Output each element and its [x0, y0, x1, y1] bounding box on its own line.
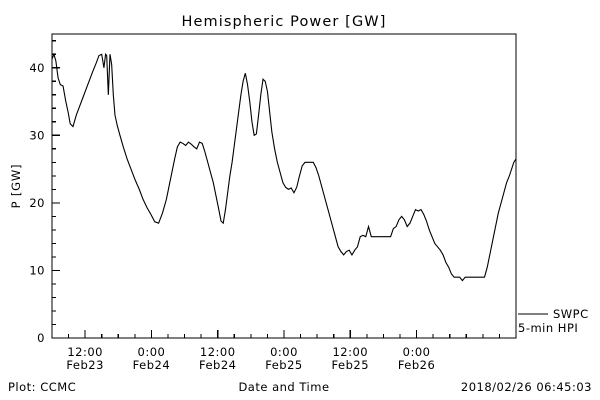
x-tick-label-date: Feb26: [398, 358, 436, 372]
data-series-swpc-5min-hpi: [51, 52, 517, 282]
legend: SWPC 5-min HPI: [518, 307, 589, 335]
x-axis-ticks: 12:00Feb230:00Feb2412:00Feb240:00Feb2512…: [51, 330, 517, 372]
x-tick-label-time: 12:00: [332, 345, 368, 359]
y-tick-label: 20: [29, 196, 45, 210]
y-tick-label: 10: [29, 263, 45, 277]
x-tick-label-date: Feb24: [199, 358, 237, 372]
footer-timestamp: 2018/02/26 06:45:03: [461, 380, 592, 394]
x-tick-label-date: Feb25: [332, 358, 370, 372]
x-tick-label-time: 0:00: [403, 345, 431, 359]
x-tick-label-date: Feb23: [66, 358, 104, 372]
y-axis-label: P [GW]: [9, 164, 23, 209]
x-tick-label-date: Feb25: [265, 358, 303, 372]
x-axis-label: Date and Time: [238, 380, 329, 394]
page-title: Hemispheric Power [GW]: [182, 14, 387, 30]
y-tick-label: 40: [29, 61, 45, 75]
x-tick-label-time: 12:00: [200, 345, 236, 359]
x-tick-label-time: 0:00: [138, 345, 166, 359]
legend-label-swpc: SWPC: [553, 307, 589, 321]
x-tick-label-date: Feb24: [133, 358, 171, 372]
x-tick-label-time: 0:00: [270, 345, 298, 359]
x-tick-label-time: 12:00: [67, 345, 103, 359]
y-tick-label: 0: [37, 331, 45, 345]
legend-label-hpi: 5-min HPI: [518, 321, 578, 335]
y-axis-ticks: 0 10 20 30 40: [29, 40, 60, 345]
y-tick-label: 30: [29, 128, 45, 142]
footer-plot-source: Plot: CCMC: [8, 380, 76, 394]
plot-frame: [51, 33, 517, 339]
